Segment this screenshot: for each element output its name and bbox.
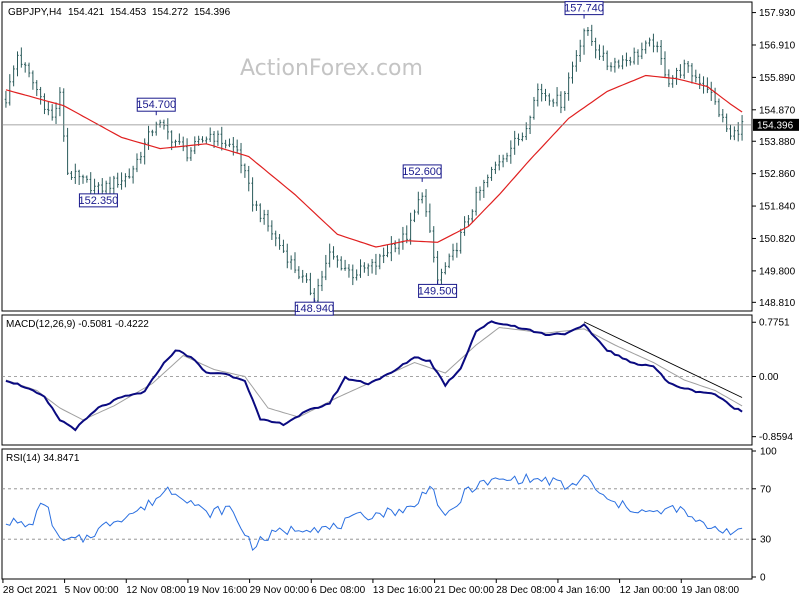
- annotation-label: 154.700: [136, 99, 176, 111]
- current-price-box: [753, 118, 799, 131]
- x-tick-label: 12 Nov 08:00: [126, 585, 186, 596]
- macd-ytick-label: 0.00: [759, 372, 779, 383]
- rsi-pane-frame: [1, 448, 753, 580]
- moving-average-line: [5, 74, 743, 248]
- annotation-box: [136, 97, 176, 112]
- macd-ytick-label: 0.7751: [759, 318, 790, 329]
- ohlc-open: 154.421: [68, 7, 105, 18]
- price-ytick-label: 149.800: [759, 266, 796, 277]
- rsi-title: RSI(14) 34.8471: [6, 453, 80, 464]
- annotation-label: 148.940: [294, 303, 334, 315]
- price-ytick-label: 157.930: [759, 8, 796, 19]
- x-tick-label: 28 Oct 2021: [3, 585, 58, 596]
- price-ytick-label: 155.890: [759, 73, 796, 84]
- price-ytick-label: 156.910: [759, 40, 796, 51]
- macd-plot: [2, 320, 752, 432]
- x-tick-label: 19 Nov 16:00: [188, 585, 248, 596]
- annotation-label: 157.740: [564, 3, 604, 15]
- candles: [4, 24, 744, 310]
- rsi-ytick-label: 30: [760, 535, 772, 546]
- watermark: ActionForex.com: [240, 56, 423, 81]
- macd-signal-line: [5, 326, 743, 421]
- annotation-box: [78, 193, 118, 208]
- ohlc-high: 154.453: [110, 7, 147, 18]
- x-tick-label: 28 Dec 08:00: [496, 585, 556, 596]
- macd-title: MACD(12,26,9) -0.5081 -0.4222: [6, 319, 149, 330]
- rsi-ytick-label: 70: [760, 484, 772, 495]
- price-ytick-label: 154.870: [759, 105, 796, 116]
- x-tick-label: 4 Jan 16:00: [558, 585, 611, 596]
- price-ytick-label: 151.840: [759, 202, 796, 213]
- price-title: GBPJPY,H4: [8, 7, 62, 18]
- x-tick-label: 5 Nov 00:00: [65, 585, 119, 596]
- x-tick-label: 12 Jan 00:00: [620, 585, 678, 596]
- price-ytick-label: 150.820: [759, 234, 796, 245]
- price-plot: 154.700 152.350 152.600 148.940 149.500 157.7…: [2, 1, 752, 316]
- ohlc-close: 154.396: [194, 7, 231, 18]
- rsi-ytick-label: 100: [760, 447, 777, 458]
- annotation-label: 152.350: [79, 195, 119, 207]
- price-ytick-label: 152.860: [759, 169, 796, 180]
- annotation-box: [402, 164, 442, 179]
- ohlc-low: 154.272: [152, 7, 189, 18]
- macd-trendline: [583, 321, 743, 398]
- macd-line: [5, 320, 743, 432]
- x-tick-label: 6 Dec 08:00: [311, 585, 365, 596]
- annotation-label: 149.500: [418, 285, 458, 297]
- annotation-box: [294, 301, 334, 316]
- annotation-box: [564, 1, 604, 16]
- x-tick-label: 29 Nov 00:00: [250, 585, 310, 596]
- x-tick-label: 21 Dec 00:00: [435, 585, 495, 596]
- axes: 148.810 149.800 150.820 151.840 152.860 153.8…: [2, 8, 799, 596]
- price-pane-frame: [1, 1, 753, 312]
- macd-pane-frame: [1, 314, 753, 446]
- annotation-label: 152.600: [402, 166, 442, 178]
- rsi-ytick-label: 0: [760, 573, 766, 584]
- macd-ytick-label: -0.8594: [759, 432, 793, 443]
- annotation-box: [418, 283, 458, 298]
- x-tick-label: 19 Jan 08:00: [681, 585, 739, 596]
- rsi-plot: [2, 473, 752, 552]
- price-ytick-label: 153.880: [759, 137, 796, 148]
- x-tick-label: 13 Dec 16:00: [373, 585, 433, 596]
- current-price-label: 154.396: [757, 120, 794, 131]
- price-ytick-label: 148.810: [759, 298, 796, 309]
- rsi-line: [5, 473, 743, 552]
